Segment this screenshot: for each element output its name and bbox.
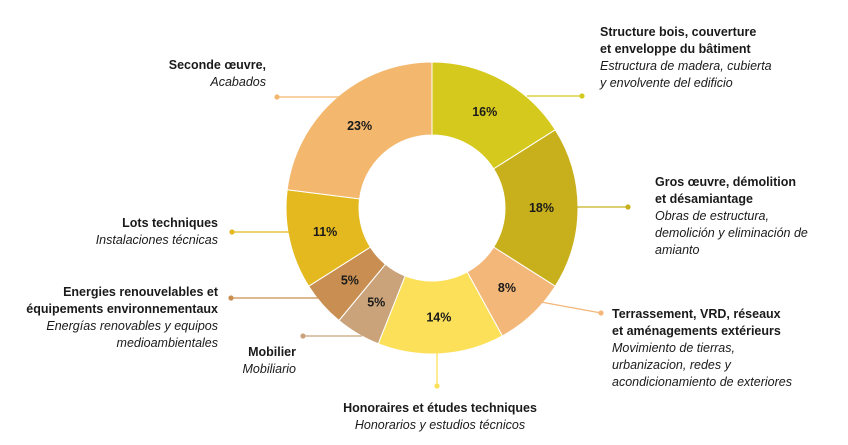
label-terrassement-sub-3: acondicionamiento de exteriores [612,375,792,389]
label-terrassement-sub-1: Movimiento de tierras, [612,341,735,355]
label-structure: Structure bois, couverture et enveloppe … [600,24,772,92]
label-structure-title-2: et enveloppe du bâtiment [600,42,751,56]
slice-value-labels: 16% 18% 8% 14% 5% 5% 11% 23% [313,105,554,324]
label-energies-title-2: équipements environnementaux [26,302,218,316]
label-lots-techniques: Lots techniques Instalaciones técnicas [40,215,218,249]
label-honoraires: Honoraires et études techniques Honorari… [330,400,550,434]
leader-dot [434,383,440,389]
label-structure-sub-1: Estructura de madera, cubierta [600,59,772,73]
slice-seconde-uvre [286,61,433,200]
label-gros-title-2: et désamiantage [655,192,753,206]
label-honoraires-title: Honoraires et études techniques [343,401,537,415]
slice-value-label: 5% [341,273,359,287]
label-gros-sub-2: demolición y eliminación de [655,226,808,240]
label-seconde-oeuvre: Seconde œuvre, Acabados [80,57,266,91]
label-energies-sub-1: Energías renovables y equipos [46,319,218,333]
label-lots-title: Lots techniques [122,216,218,230]
label-terrassement-title-2: et aménagements extérieurs [612,324,781,338]
label-mobilier-title: Mobilier [248,345,296,359]
label-structure-title-1: Structure bois, couverture [600,25,757,39]
leader-dot [228,295,234,301]
label-seconde-title: Seconde œuvre, [168,58,266,72]
slice-value-label: 11% [313,225,337,239]
slice-gros-uvre-demolition-et-desamiantage [492,129,579,287]
leader-dot [229,229,235,235]
leader-lines [228,93,631,389]
label-terrassement: Terrassement, VRD, réseaux et aménagemen… [612,306,792,391]
label-gros-title-1: Gros œuvre, démolition [655,175,796,189]
label-gros-sub-1: Obras de estructura, [655,209,769,223]
slice-value-label: 14% [426,310,451,324]
label-energies-sub-2: medioambientales [116,336,218,350]
leader-dot [598,310,604,316]
label-lots-sub: Instalaciones técnicas [95,233,218,247]
label-mobilier: Mobilier Mobiliario [180,344,297,378]
slice-value-label: 18% [529,201,554,215]
label-energies: Energies renouvelables et équipements en… [20,284,218,352]
label-structure-sub-2: y envolvente del edificio [600,76,733,90]
leader-dot [625,204,631,210]
label-terrassement-title-1: Terrassement, VRD, réseaux [612,307,781,321]
leader-line [529,299,602,314]
label-honoraires-sub: Honorarios y estudios técnicos [354,418,526,432]
leader-dot [579,93,585,99]
label-gros-oeuvre: Gros œuvre, démolition et désamiantage O… [655,174,808,259]
donut-slices [285,61,579,355]
slice-value-label: 16% [472,105,497,119]
label-energies-title-1: Energies renouvelables et [63,285,218,299]
label-seconde-sub: Acabados [210,75,266,89]
slice-value-label: 8% [498,281,516,295]
leader-dot [300,333,306,339]
leader-dot [274,94,280,100]
label-gros-sub-3: amianto [655,243,700,257]
slice-value-label: 23% [347,119,372,133]
label-mobilier-sub: Mobiliario [242,362,297,376]
label-terrassement-sub-2: urbanizacion, redes y [612,358,731,372]
slice-value-label: 5% [367,295,385,309]
